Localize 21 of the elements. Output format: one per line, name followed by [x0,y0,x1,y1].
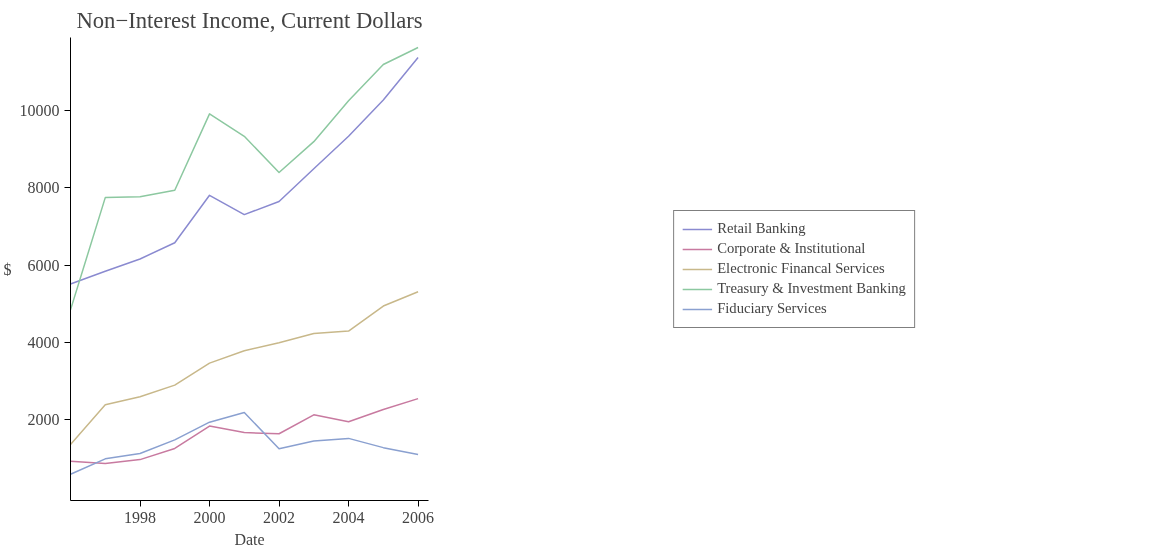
y-tick-label: 10000 [19,102,60,120]
x-tick-label: 2004 [332,508,365,526]
x-tick-label: 2006 [402,508,435,526]
y-tick-label: 6000 [27,256,60,274]
line-series [70,397,419,465]
y-axis-title: $ [3,260,12,278]
legend-label: Fiduciary Services [717,300,827,317]
x-tick-label: 2002 [263,508,296,526]
x-tick-label: 2000 [193,508,226,526]
line-series [70,291,419,446]
y-tick-label: 2000 [27,410,60,428]
legend-label: Corporate & Institutional [717,240,866,257]
x-axis-title: Date [234,530,265,548]
legend-label: Electronic Financal Services [717,260,885,277]
legend-label: Retail Banking [717,220,806,237]
line-series [70,411,419,476]
y-tick-label: 4000 [27,333,60,351]
x-tick-label: 1998 [124,508,157,526]
y-tick-label: 8000 [27,179,60,197]
chart-title: Non−Interest Income, Current Dollars [76,7,423,33]
legend-label: Treasury & Investment Banking [717,280,906,297]
